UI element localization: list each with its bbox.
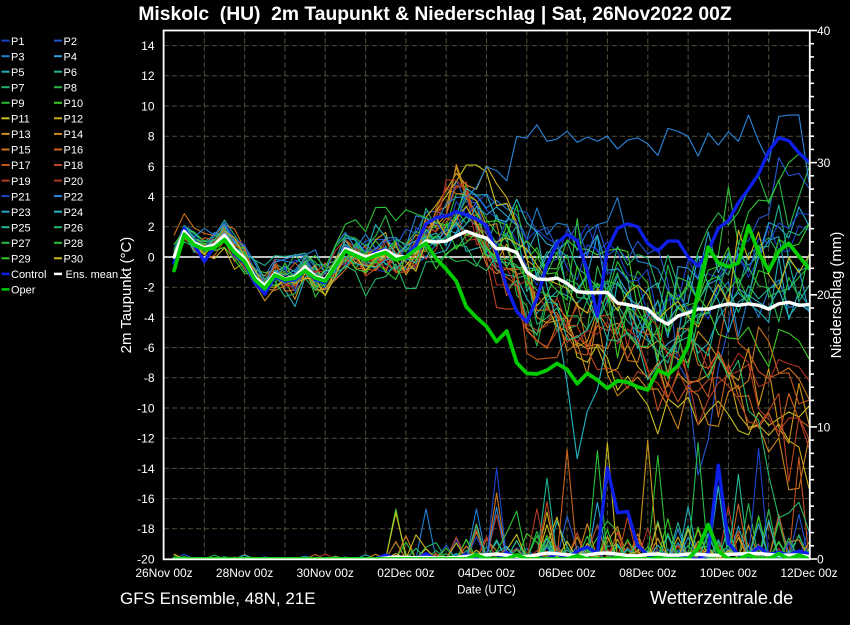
svg-text:40: 40 — [817, 24, 831, 38]
svg-text:P7: P7 — [11, 83, 24, 95]
svg-text:P15: P15 — [11, 145, 31, 157]
svg-text:28Nov 00z: 28Nov 00z — [216, 566, 273, 580]
svg-text:P21: P21 — [11, 191, 31, 203]
svg-text:02Dec 00z: 02Dec 00z — [377, 566, 434, 580]
svg-text:P2: P2 — [64, 36, 77, 48]
svg-text:14: 14 — [141, 39, 155, 53]
svg-text:P26: P26 — [64, 222, 84, 234]
svg-text:P27: P27 — [11, 238, 31, 250]
svg-text:-6: -6 — [144, 341, 155, 355]
svg-text:2m Taupunkt (°C): 2m Taupunkt (°C) — [118, 237, 135, 354]
svg-text:P18: P18 — [64, 160, 84, 172]
svg-text:-14: -14 — [137, 462, 155, 476]
svg-text:04Dec 00z: 04Dec 00z — [458, 566, 515, 580]
svg-text:P20: P20 — [64, 176, 84, 188]
svg-text:P25: P25 — [11, 222, 31, 234]
svg-text:P9: P9 — [11, 98, 24, 110]
svg-text:P6: P6 — [64, 67, 77, 79]
svg-text:P29: P29 — [11, 254, 31, 266]
svg-text:P5: P5 — [11, 67, 24, 79]
svg-text:P12: P12 — [64, 114, 84, 126]
svg-text:P8: P8 — [64, 83, 77, 95]
svg-text:10: 10 — [817, 420, 831, 434]
svg-text:0: 0 — [817, 552, 824, 566]
svg-text:-12: -12 — [137, 432, 155, 446]
svg-text:Ens. mean: Ens. mean — [66, 269, 119, 281]
svg-text:P19: P19 — [11, 176, 31, 188]
svg-text:12Dec 00z: 12Dec 00z — [780, 566, 837, 580]
svg-text:P13: P13 — [11, 129, 31, 141]
svg-text:P10: P10 — [64, 98, 84, 110]
svg-text:-10: -10 — [137, 401, 155, 415]
svg-text:P14: P14 — [64, 129, 84, 141]
svg-text:0: 0 — [148, 250, 155, 264]
svg-text:-2: -2 — [144, 281, 155, 295]
svg-text:Miskolc (HU) 2m Taupunkt & N: Miskolc (HU) 2m Taupunkt & Niederschlag … — [138, 4, 732, 25]
svg-text:30: 30 — [817, 156, 831, 170]
svg-text:GFS Ensemble, 48N, 21E: GFS Ensemble, 48N, 21E — [120, 589, 316, 608]
svg-text:-4: -4 — [144, 311, 155, 325]
svg-text:-18: -18 — [137, 522, 155, 536]
svg-text:Niederschlag (mm): Niederschlag (mm) — [828, 232, 845, 359]
svg-text:20: 20 — [817, 288, 831, 302]
svg-text:P1: P1 — [11, 36, 24, 48]
svg-text:P17: P17 — [11, 160, 31, 172]
svg-text:-8: -8 — [144, 371, 155, 385]
svg-text:26Nov 00z: 26Nov 00z — [135, 566, 192, 580]
svg-text:Control: Control — [11, 269, 46, 281]
svg-text:-16: -16 — [137, 492, 155, 506]
svg-text:Date (UTC): Date (UTC) — [457, 585, 516, 597]
svg-text:12: 12 — [141, 69, 155, 83]
svg-text:Wetterzentrale.de: Wetterzentrale.de — [650, 588, 793, 608]
svg-text:10: 10 — [141, 99, 155, 113]
svg-text:P3: P3 — [11, 51, 24, 63]
svg-text:P4: P4 — [64, 51, 77, 63]
svg-text:-20: -20 — [137, 552, 155, 566]
svg-text:08Dec 00z: 08Dec 00z — [619, 566, 676, 580]
svg-text:10Dec 00z: 10Dec 00z — [700, 566, 757, 580]
svg-text:P22: P22 — [64, 191, 84, 203]
svg-text:P28: P28 — [64, 238, 84, 250]
svg-text:P23: P23 — [11, 207, 31, 219]
svg-text:30Nov 00z: 30Nov 00z — [297, 566, 354, 580]
svg-text:P24: P24 — [64, 207, 84, 219]
svg-text:8: 8 — [148, 130, 155, 144]
svg-text:6: 6 — [148, 160, 155, 174]
svg-text:P16: P16 — [64, 145, 84, 157]
svg-text:P30: P30 — [64, 254, 84, 266]
svg-text:06Dec 00z: 06Dec 00z — [538, 566, 595, 580]
svg-text:Oper: Oper — [11, 285, 36, 297]
svg-text:P11: P11 — [11, 114, 30, 126]
svg-text:2: 2 — [148, 220, 155, 234]
svg-text:4: 4 — [148, 190, 155, 204]
